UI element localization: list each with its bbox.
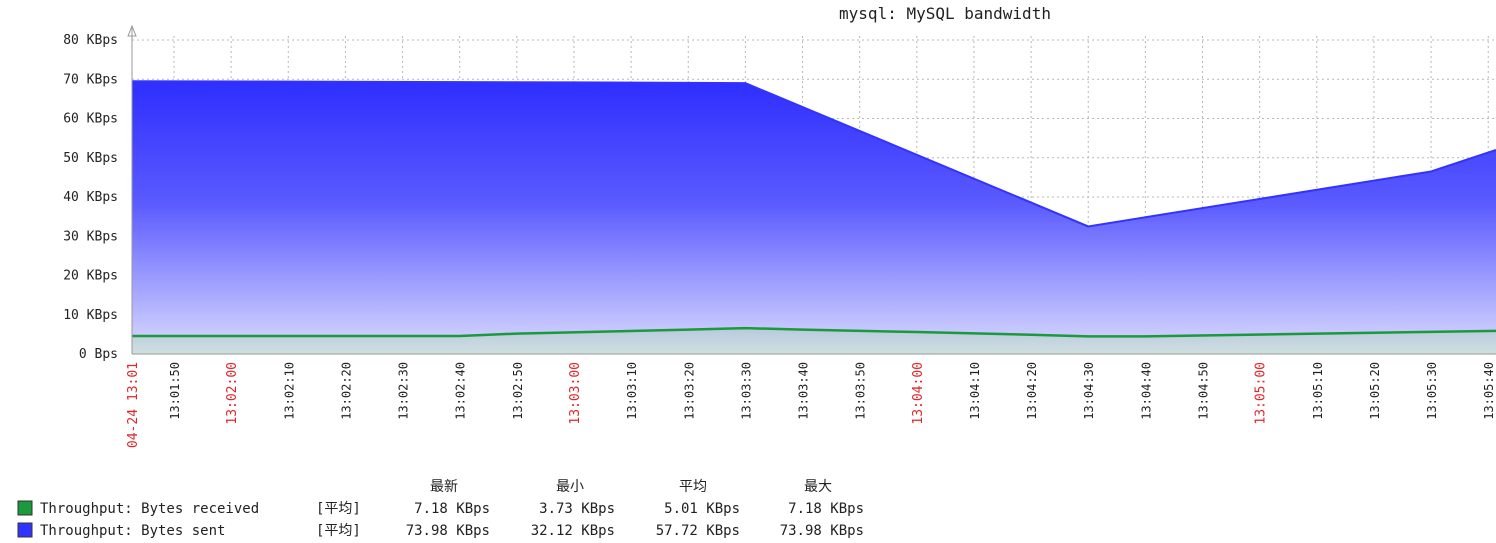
legend-label-received: Throughput: Bytes received: [40, 501, 259, 517]
x-tick-label: 13:05:30: [1425, 362, 1439, 420]
x-tick-labels: 04-24 13:01 13:01:50 13:02:00 13:02:10 13:02…: [126, 362, 1496, 448]
x-tick-label: 13:03:50: [854, 362, 868, 420]
legend: 最新 最小 平均 最大 Throughput: Bytes received […: [17, 479, 864, 539]
x-tick-label: 13:02:20: [339, 362, 353, 420]
legend-label-sent: Throughput: Bytes sent: [40, 523, 225, 539]
x-tick-label: 13:05:00: [1254, 362, 1269, 425]
legend-max-received: 7.18 KBps: [788, 501, 864, 517]
legend-header-min: 最小: [556, 479, 584, 495]
x-tick-label: 13:01:50: [168, 362, 182, 420]
y-tick-label: 20 KBps: [63, 269, 118, 284]
series-areas: [131, 80, 1496, 355]
x-tick-label: 13:04:50: [1197, 362, 1211, 420]
x-tick-label: 13:02:00: [225, 362, 240, 425]
series-line: [132, 326, 1496, 338]
legend-tag-sent: [平均]: [316, 523, 361, 539]
legend-avg-sent: 57.72 KBps: [656, 523, 740, 539]
x-tick-label: 13:04:40: [1139, 362, 1153, 420]
y-tick-label: 0 Bps: [79, 347, 118, 362]
y-tick-labels: 0 Bps 10 KBps 20 KBps 30 KBps 40 KBps 50 KBps…: [63, 33, 118, 362]
series-line: [131, 80, 1496, 228]
legend-header-avg: 平均: [679, 479, 707, 495]
x-tick-label: 13:02:30: [397, 362, 411, 420]
legend-max-sent: 73.98 KBps: [780, 523, 864, 539]
y-tick-label: 10 KBps: [63, 308, 118, 323]
y-tick-label: 40 KBps: [63, 190, 118, 205]
legend-row-sent: Throughput: Bytes sent [平均] 73.98 KBps 3…: [17, 522, 864, 539]
legend-latest-sent: 73.98 KBps: [406, 523, 490, 539]
y-tick-label: 80 KBps: [63, 33, 118, 48]
legend-swatch-received: [17, 500, 33, 516]
x-start-label: 04-24 13:01: [126, 362, 141, 448]
legend-avg-received: 5.01 KBps: [664, 501, 740, 517]
x-tick-label: 13:03:10: [625, 362, 639, 420]
x-tick-label: 13:05:20: [1368, 362, 1382, 420]
x-tick-label: 13:05:40: [1482, 362, 1496, 420]
x-tick-label: 13:04:00: [911, 362, 926, 425]
legend-row-received: Throughput: Bytes received [平均] 7.18 KBp…: [17, 500, 864, 517]
x-tick-label: 13:04:30: [1082, 362, 1096, 420]
y-axis-arrow: [127, 24, 137, 37]
x-tick-label: 13:02:50: [511, 362, 525, 420]
chart-title: mysql: MySQL bandwidth: [839, 4, 1051, 23]
x-tick-label: 13:05:10: [1311, 362, 1325, 420]
y-tick-label: 50 KBps: [63, 151, 118, 166]
legend-header-max: 最大: [804, 479, 832, 495]
legend-min-received: 3.73 KBps: [539, 501, 615, 517]
x-tick-label: 13:02:10: [282, 362, 296, 420]
x-tick-label: 13:02:40: [454, 362, 468, 420]
x-tick-label: 13:04:20: [1025, 362, 1039, 420]
x-tick-label: 13:03:00: [568, 362, 583, 425]
legend-min-sent: 32.12 KBps: [531, 523, 615, 539]
legend-header-latest: 最新: [430, 479, 458, 495]
series-area: [132, 328, 1496, 354]
y-tick-label: 70 KBps: [63, 72, 118, 87]
x-tick-label: 13:03:40: [797, 362, 811, 420]
x-tick-label: 13:04:10: [968, 362, 982, 420]
x-tick-label: 13:03:20: [682, 362, 696, 420]
legend-swatch-sent: [17, 522, 33, 538]
legend-tag-received: [平均]: [316, 501, 361, 517]
x-tick-label: 13:03:30: [739, 362, 753, 420]
legend-latest-received: 7.18 KBps: [414, 501, 490, 517]
series-area: [132, 81, 1496, 355]
y-tick-label: 30 KBps: [63, 229, 118, 244]
y-tick-label: 60 KBps: [63, 112, 118, 127]
